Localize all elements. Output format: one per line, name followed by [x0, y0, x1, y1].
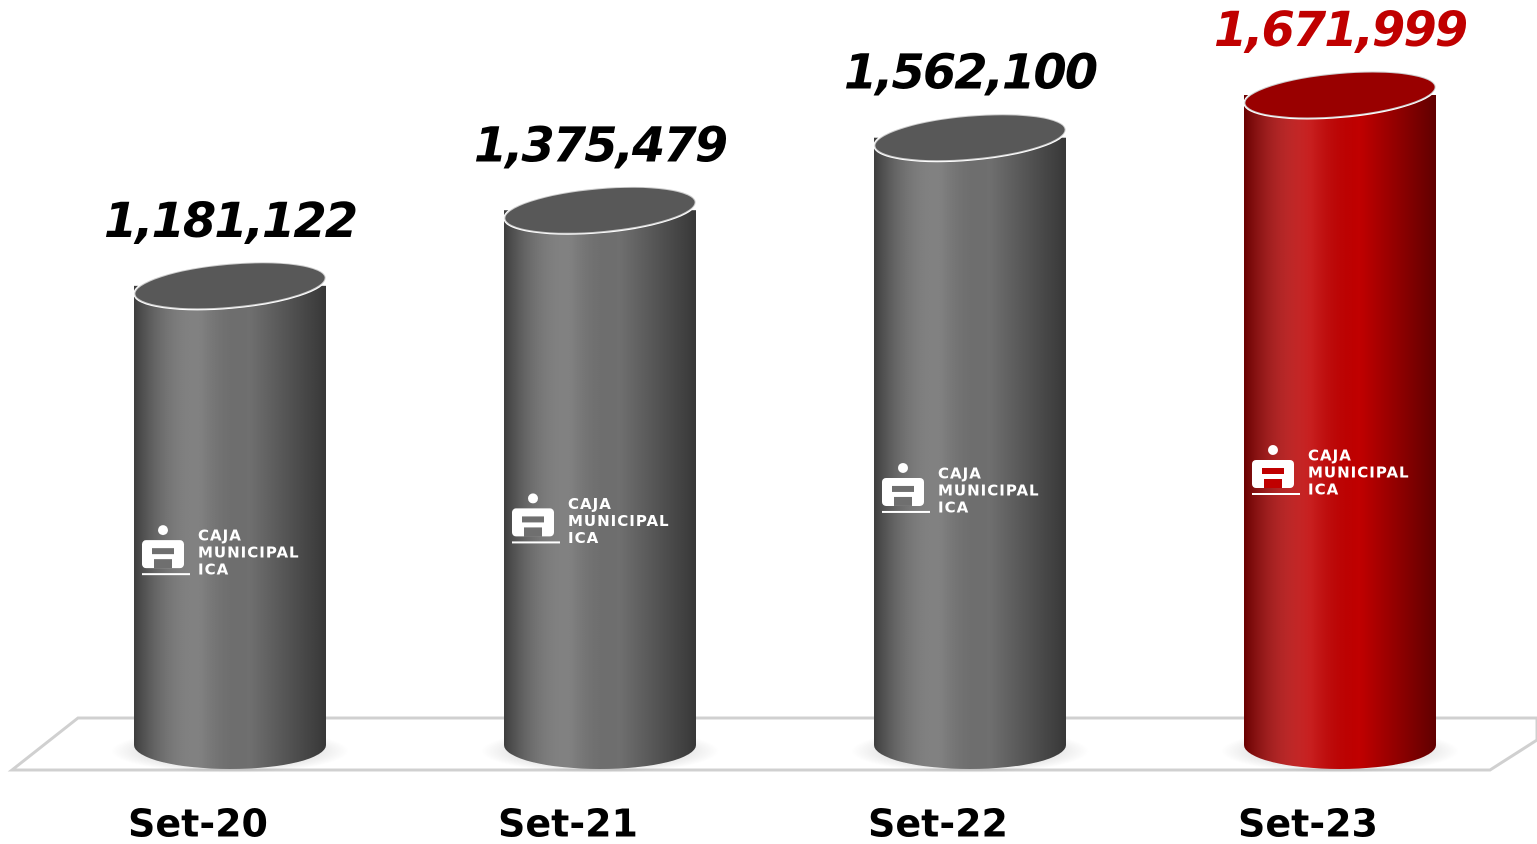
bar-top: [133, 261, 327, 311]
x-tick-label: Set-23: [1238, 802, 1378, 844]
bar-top: [1243, 70, 1437, 120]
logo-icon: [1264, 479, 1282, 488]
bar-shade: [1244, 95, 1436, 769]
value-label: 1,562,100: [844, 45, 1097, 101]
logo-text: CAJA: [1308, 447, 1352, 465]
bar-top-shade: [874, 114, 1066, 162]
logo-text: MUNICIPAL: [938, 481, 1040, 499]
bar-shade: [874, 137, 1066, 769]
value-label: 1,671,999: [1214, 2, 1467, 58]
bar-top-shade: [1244, 71, 1436, 119]
logo-icon: [1268, 445, 1278, 455]
x-tick-label: Set-20: [128, 802, 268, 844]
logo-text: CAJA: [568, 495, 612, 513]
logo-icon: [898, 462, 908, 473]
logo-text: ICA: [938, 498, 969, 516]
x-tick-label: Set-21: [498, 802, 638, 844]
logo-icon: [1252, 493, 1300, 495]
x-tick-label: Set-22: [868, 802, 1008, 844]
bar-top-shade: [134, 262, 326, 310]
logo-icon: [154, 559, 172, 569]
logo-text: MUNICIPAL: [198, 544, 300, 562]
logo-icon: [894, 496, 912, 506]
bar-top: [503, 185, 697, 235]
cylinder: [110, 261, 350, 773]
logo-icon: [512, 541, 560, 544]
cylinder: [850, 113, 1090, 773]
logo-text: CAJA: [938, 464, 982, 482]
logo-text: MUNICIPAL: [568, 512, 670, 530]
floor: [7, 716, 1537, 772]
logo-icon: [158, 525, 168, 536]
bar-shade: [504, 210, 696, 769]
logo-icon: [522, 516, 544, 523]
value-label: 1,375,479: [474, 117, 727, 173]
bar-shade: [134, 285, 326, 769]
bar-top: [873, 113, 1067, 163]
logo-icon: [528, 493, 538, 504]
logo-icon: [142, 573, 190, 576]
logo-icon: [152, 548, 174, 555]
logo-icon: [1262, 468, 1284, 474]
logo-text: ICA: [568, 529, 599, 547]
cylinder: [480, 185, 720, 773]
logo-text: ICA: [198, 561, 229, 579]
logo-icon: [882, 510, 930, 513]
logo-text: CAJA: [198, 527, 242, 545]
bar-top-shade: [504, 186, 696, 234]
logo-icon: [524, 527, 542, 537]
logo-text: MUNICIPAL: [1308, 464, 1410, 482]
logo-text: ICA: [1308, 481, 1339, 499]
cylinder: [1220, 70, 1460, 773]
logo-icon: [892, 485, 914, 492]
value-label: 1,181,122: [104, 193, 356, 249]
